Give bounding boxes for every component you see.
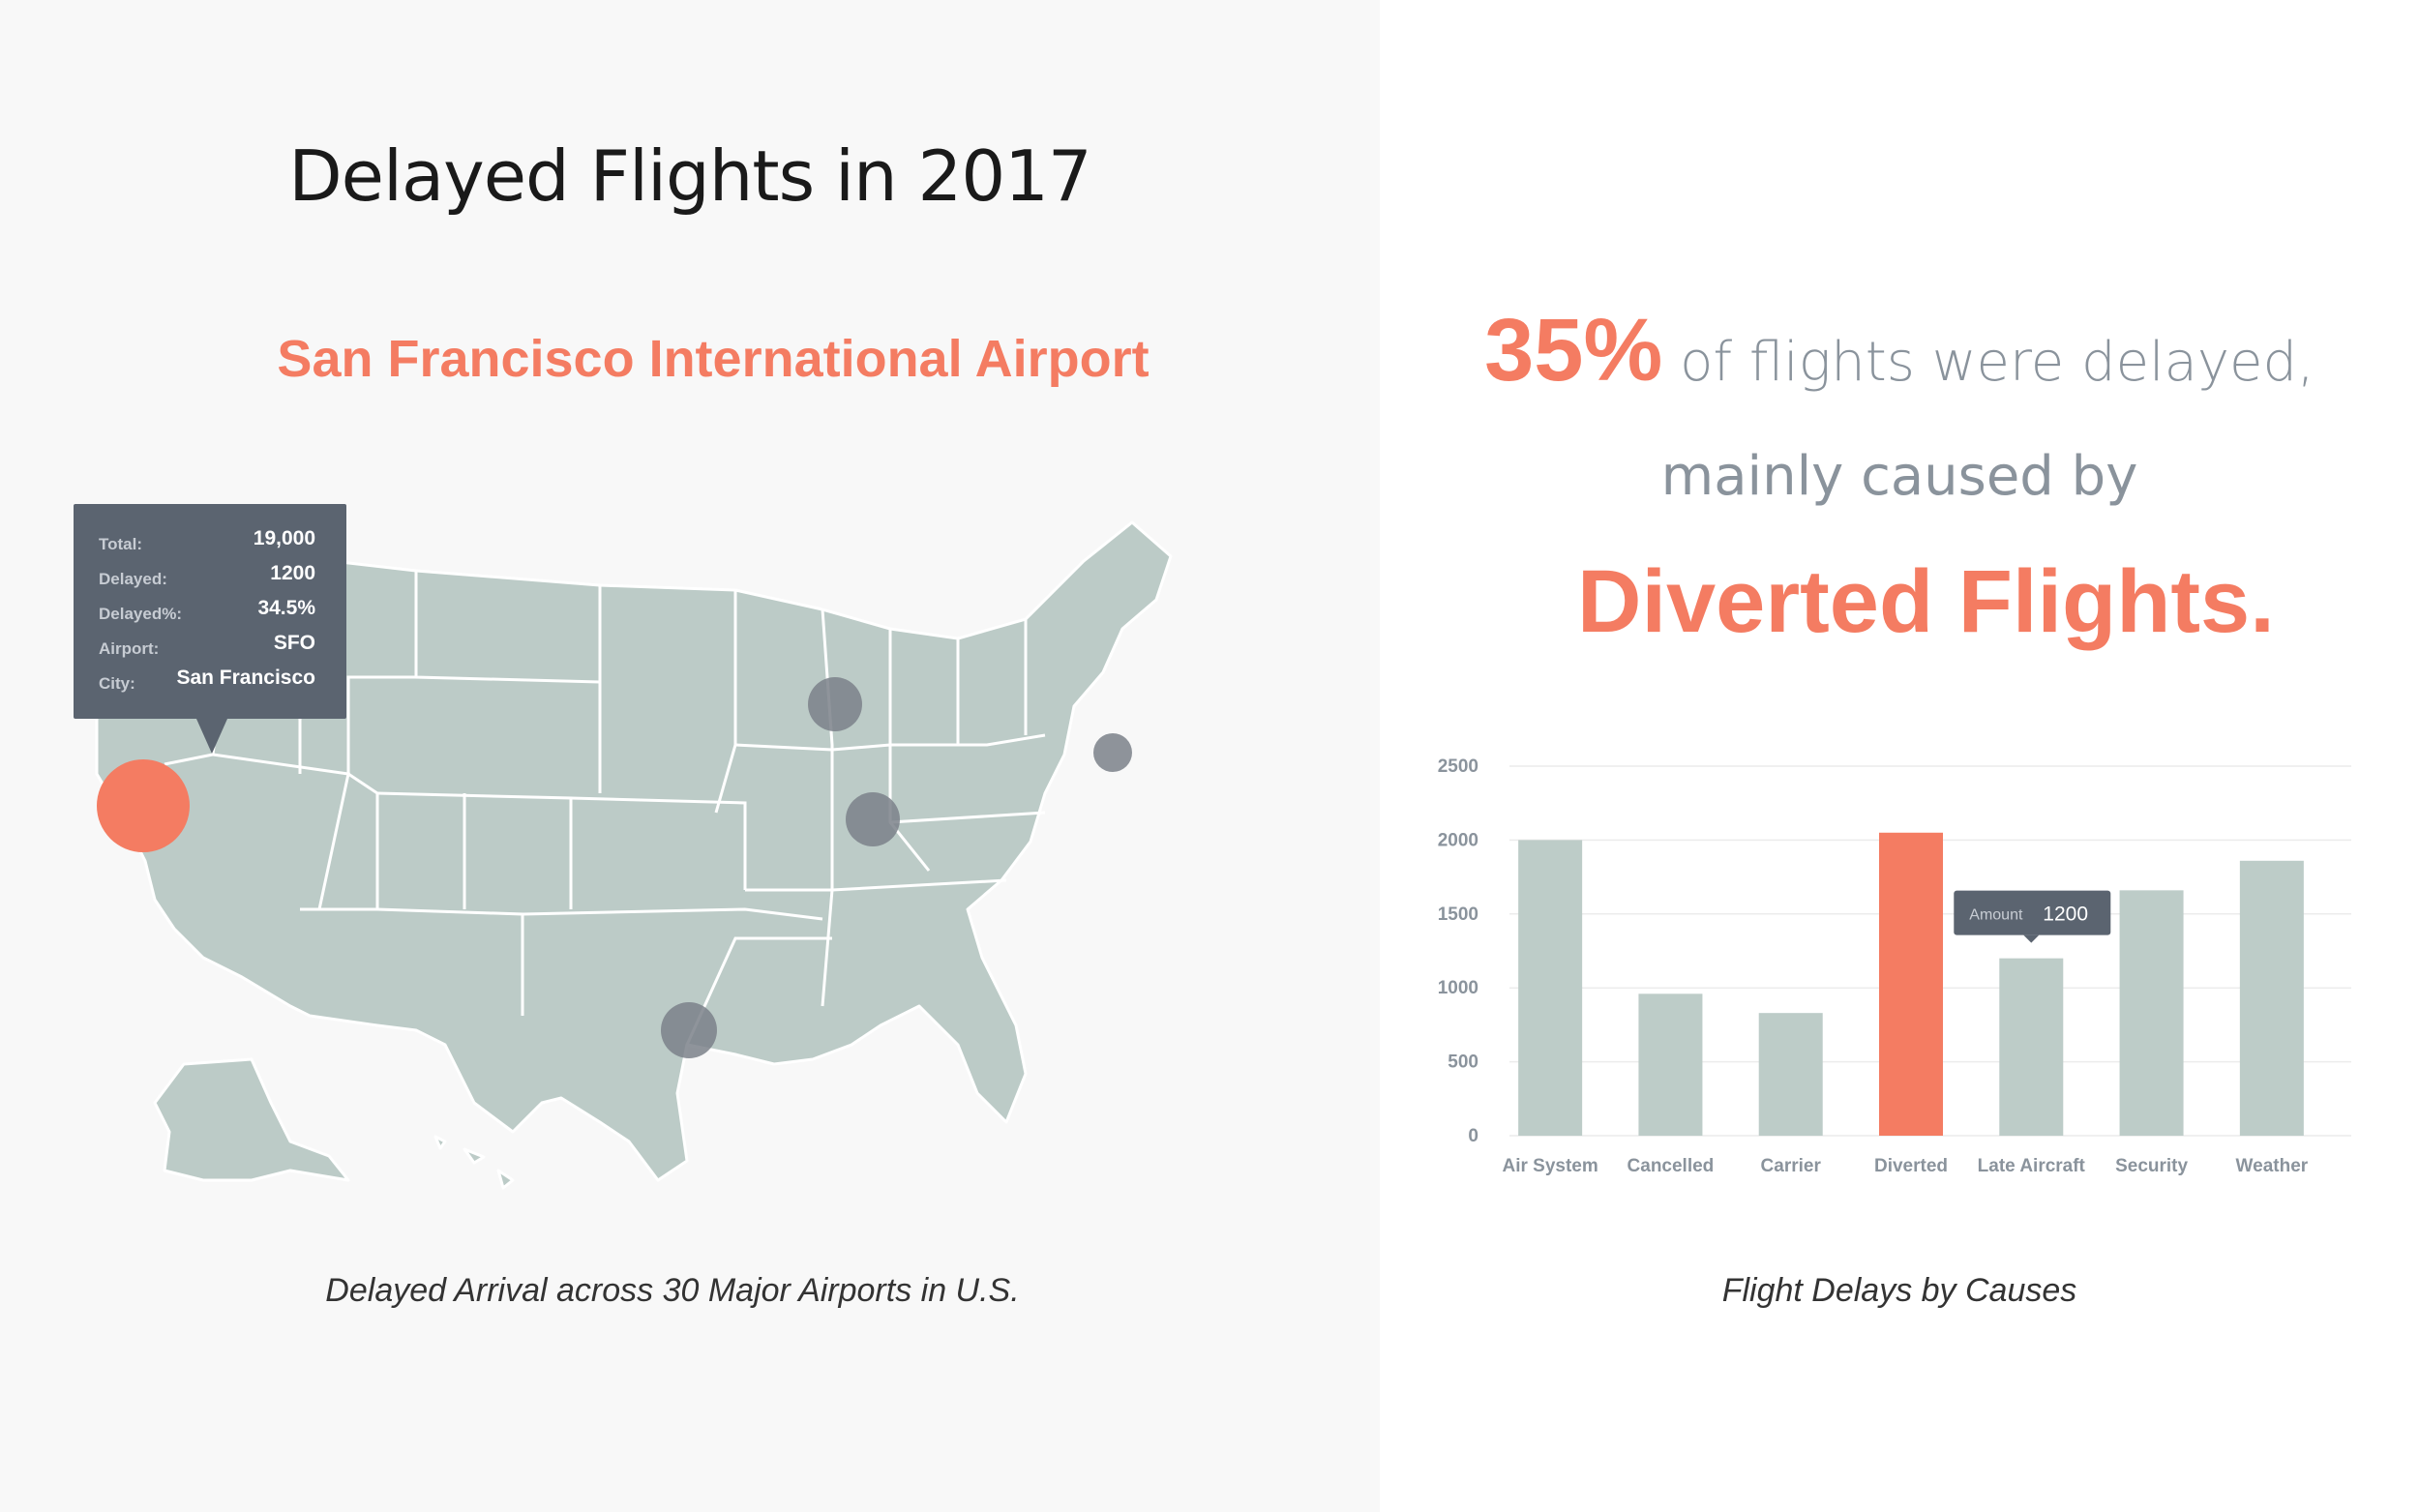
map-state-borders	[164, 571, 1046, 1046]
bar-tooltip-pointer	[2023, 934, 2040, 943]
y-tick-label: 1500	[1438, 904, 1478, 925]
chart-panel	[1380, 0, 2419, 1512]
x-tick-label: Late Aircraft	[1978, 1156, 2086, 1176]
y-tick-label: 2000	[1438, 830, 1478, 850]
x-tick-label: Diverted	[1874, 1156, 1948, 1176]
y-tick-label: 1000	[1438, 978, 1478, 998]
chart-caption: Flight Delays by Causes	[1721, 1272, 2077, 1309]
tooltip-value: 19,000	[253, 527, 315, 549]
bar-carrier[interactable]	[1758, 1013, 1823, 1136]
bar-cancelled[interactable]	[1638, 993, 1703, 1136]
x-tick-label: Cancelled	[1628, 1156, 1715, 1176]
x-tick-label: Security	[2115, 1156, 2188, 1176]
headline-line-1: 35% of flights were delayed,	[1380, 300, 2419, 401]
tooltip-row-delayed-pct: Delayed%: 34.5%	[99, 597, 315, 632]
y-tick-label: 500	[1448, 1052, 1478, 1073]
headline-percent: 35%	[1484, 301, 1663, 400]
bar-tooltip-label: Amount	[1969, 907, 2023, 924]
y-tick-label: 0	[1468, 1126, 1478, 1146]
tooltip-row-delayed: Delayed: 1200	[99, 562, 315, 597]
tooltip-value: 1200	[270, 562, 315, 584]
map-alaska	[153, 1057, 350, 1182]
delay-causes-bar-chart: 0 500 1000 1500 2000 2500 Air System Cancelled C…	[1438, 756, 2351, 1176]
tooltip-label: Total:	[99, 535, 143, 553]
tooltip-row-total: Total: 19,000	[99, 527, 315, 562]
airport-tooltip: Total: 19,000 Delayed: 1200 Delayed%: 34…	[74, 504, 346, 754]
page-title: Delayed Flights in 2017	[288, 135, 1092, 217]
tooltip-row-airport: Airport: SFO	[99, 632, 315, 667]
headline-text: of flights were delayed,	[1662, 331, 2314, 394]
map-contiguous-us	[95, 520, 1173, 1182]
map-caption: Delayed Arrival across 30 Major Airports…	[325, 1272, 1020, 1309]
bar-tooltip-value: 1200	[2043, 904, 2088, 926]
bar-security[interactable]	[2119, 890, 2184, 1136]
x-tick-label: Weather	[2236, 1156, 2309, 1176]
tooltip-value: SFO	[273, 632, 315, 654]
x-tick-label: Air System	[1503, 1156, 1598, 1176]
selected-airport-title: San Francisco International Airport	[277, 330, 1150, 388]
tooltip-label: Delayed%:	[99, 605, 182, 623]
headline-cause: Diverted Flights.	[1577, 552, 2275, 651]
bar-weather[interactable]	[2239, 860, 2304, 1136]
map-hawaii	[433, 1135, 515, 1190]
y-tick-label: 2500	[1438, 756, 1478, 777]
x-tick-label: Carrier	[1761, 1156, 1822, 1176]
airport-bubble-stlouis[interactable]	[846, 792, 900, 846]
tooltip-label: City:	[99, 674, 135, 693]
airport-bubble-sfo[interactable]	[97, 759, 190, 852]
bar-air-system[interactable]	[1518, 840, 1583, 1136]
airport-bubble-dallas[interactable]	[661, 1002, 717, 1058]
headline-line-2: mainly caused by	[1660, 445, 2138, 508]
bar-late-aircraft[interactable]	[1999, 958, 2064, 1136]
tooltip-label: Delayed:	[99, 570, 167, 588]
tooltip-label: Airport:	[99, 639, 160, 658]
bar-diverted[interactable]	[1879, 832, 1943, 1136]
us-map[interactable]	[58, 503, 1268, 1200]
tooltip-value: 34.5%	[257, 597, 315, 619]
tooltip-value: San Francisco	[176, 667, 315, 689]
airport-bubble-philadelphia[interactable]	[1093, 733, 1132, 772]
bar-tooltip	[1954, 890, 2111, 935]
airport-bubble-chicago[interactable]	[808, 677, 862, 731]
tooltip-row-city: City: San Francisco	[99, 667, 315, 701]
